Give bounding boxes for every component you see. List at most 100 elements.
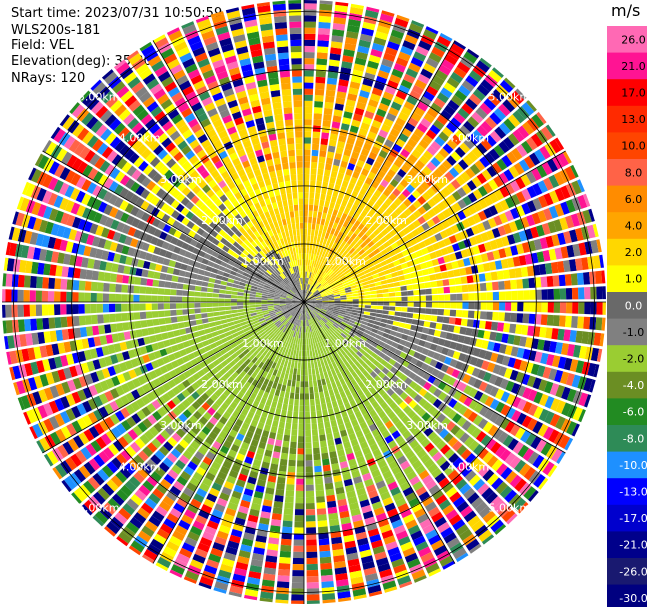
ppi-gate <box>350 225 358 233</box>
ppi-gate <box>341 277 348 283</box>
ppi-gate <box>426 161 437 172</box>
ppi-gate <box>273 501 283 509</box>
ppi-gate <box>306 344 310 351</box>
ppi-gate <box>368 283 376 288</box>
ppi-gate <box>460 230 469 240</box>
ppi-gate <box>434 136 446 147</box>
ppi-gate <box>231 306 238 310</box>
ppi-gate <box>347 93 358 102</box>
ppi-gate <box>334 243 340 251</box>
ppi-gate <box>309 192 315 199</box>
ppi-gate <box>204 328 212 334</box>
ppi-gate <box>305 496 315 504</box>
ppi-gate <box>432 205 442 215</box>
ppi-gate <box>312 125 321 132</box>
ppi-gate <box>507 133 520 146</box>
ppi-gate <box>560 201 570 215</box>
ppi-gate <box>78 315 86 326</box>
ppi-gate <box>437 212 446 222</box>
ppi-gate <box>569 229 578 243</box>
ppi-gate <box>417 276 425 283</box>
ppi-gate <box>530 133 543 147</box>
ppi-gate <box>446 155 457 166</box>
ppi-gate <box>36 318 44 330</box>
ppi-gate <box>188 314 196 321</box>
ppi-gate <box>326 83 337 91</box>
ppi-gate <box>295 484 304 491</box>
nrays-label: NRays: 120 <box>11 71 86 86</box>
ppi-gate <box>364 298 372 302</box>
ppi-gate <box>289 447 297 455</box>
ppi-gate <box>534 149 546 163</box>
ppi-gate <box>402 226 411 235</box>
ppi-gate <box>304 143 311 150</box>
ppi-gate <box>304 204 309 211</box>
ppi-gate <box>309 386 314 394</box>
ppi-gate <box>255 294 262 298</box>
ppi-gate <box>418 40 432 51</box>
ppi-gate <box>440 87 453 99</box>
ppi-gate <box>305 290 308 297</box>
ppi-gate <box>344 252 351 259</box>
ppi-gate <box>342 220 349 228</box>
ppi-gate <box>380 318 388 324</box>
ppi-gate <box>379 275 387 281</box>
ppi-gate <box>249 293 256 297</box>
ppi-gate <box>571 287 579 300</box>
ppi-gate <box>526 137 538 151</box>
ppi-gate <box>468 302 475 310</box>
ppi-gate <box>309 298 316 301</box>
ppi-gate <box>463 120 475 133</box>
ppi-gate <box>510 245 519 256</box>
ppi-gate <box>152 279 160 287</box>
ppi-gate <box>304 119 312 126</box>
ppi-gate <box>484 74 498 88</box>
ppi-gate <box>306 569 319 577</box>
ppi-gate <box>369 125 380 135</box>
ppi-gate <box>304 39 316 47</box>
ppi-gate <box>524 228 534 240</box>
ppi-gate <box>411 20 425 28</box>
ppi-gate <box>317 40 329 47</box>
ppi-gate <box>450 43 465 55</box>
ppi-gate <box>350 240 357 248</box>
ppi-gate <box>454 277 462 285</box>
ppi-gate <box>103 282 110 292</box>
ppi-gate <box>586 224 596 239</box>
ppi-gate <box>219 285 227 290</box>
ppi-gate <box>553 302 561 313</box>
ppi-gate <box>322 593 336 601</box>
ppi-gate <box>471 146 483 159</box>
ppi-gate <box>291 588 304 595</box>
ppi-gate <box>327 408 334 416</box>
ppi-gate <box>324 482 334 490</box>
ppi-gate <box>512 129 525 143</box>
ppi-gate <box>521 188 532 201</box>
ppi-gate <box>90 281 98 292</box>
ppi-gate <box>98 325 106 335</box>
ppi-gate <box>295 387 300 394</box>
ppi-gate <box>501 155 513 168</box>
ppi-gate <box>304 88 314 95</box>
ppi-gate <box>333 276 340 282</box>
ppi-gate <box>380 179 389 188</box>
ppi-gate <box>334 10 347 19</box>
ppi-gate <box>424 314 432 321</box>
ppi-gate <box>323 114 332 121</box>
ppi-gate <box>311 247 315 255</box>
ppi-gate <box>189 279 197 285</box>
ppi-gate <box>390 242 399 250</box>
ppi-gate <box>462 207 472 218</box>
ppi-gate <box>413 128 425 139</box>
ppi-gate <box>348 87 359 96</box>
ppi-gate <box>311 362 315 369</box>
ppi-gate <box>306 247 310 254</box>
ppi-gate <box>314 293 321 297</box>
ppi-gate <box>379 13 394 23</box>
ppi-gate <box>374 281 382 287</box>
ppi-gate <box>310 272 314 279</box>
ppi-gate <box>326 277 333 283</box>
ppi-gate <box>523 155 536 169</box>
ppi-gate <box>24 319 32 332</box>
ppi-gate <box>393 316 401 322</box>
